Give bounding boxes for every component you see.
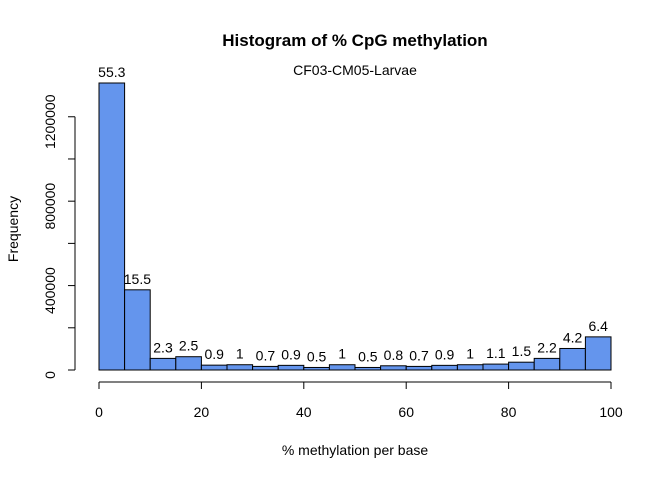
bar-label: 4.2 bbox=[563, 329, 583, 345]
y-tick-label: 1200000 bbox=[42, 94, 58, 149]
bar-label: 0.8 bbox=[384, 347, 404, 363]
bar-label: 2.3 bbox=[153, 339, 173, 355]
bar bbox=[98, 82, 126, 371]
bar-label: 55.3 bbox=[98, 64, 125, 80]
bar bbox=[508, 361, 535, 371]
bar-label: 6.4 bbox=[588, 318, 608, 334]
bar-label: 0.9 bbox=[435, 346, 455, 362]
bar-label: 15.5 bbox=[124, 271, 151, 287]
bar bbox=[124, 289, 151, 371]
y-axis: 0 400000 800000 1200000 bbox=[42, 94, 76, 379]
x-tick-label: 60 bbox=[398, 404, 414, 420]
bar bbox=[431, 364, 458, 371]
bar bbox=[149, 357, 177, 371]
chart-title: Histogram of % CpG methylation bbox=[222, 31, 487, 50]
bar-label: 0.5 bbox=[358, 348, 378, 364]
bar-label: 2.2 bbox=[537, 339, 557, 355]
bar bbox=[252, 365, 279, 371]
bar bbox=[175, 356, 202, 371]
bar bbox=[533, 357, 561, 371]
bar bbox=[405, 365, 433, 371]
bar-label: 0.7 bbox=[256, 347, 276, 363]
x-tick-label: 80 bbox=[501, 404, 517, 420]
bar-label: 1 bbox=[466, 346, 474, 362]
y-tick-label: 400000 bbox=[42, 267, 58, 314]
x-tick-label: 20 bbox=[194, 404, 210, 420]
y-tick-label: 0 bbox=[42, 371, 58, 379]
chart-subtitle: CF03-CM05-Larvae bbox=[293, 62, 417, 78]
x-tick-label: 0 bbox=[95, 404, 103, 420]
bar-label: 1 bbox=[236, 346, 244, 362]
bar bbox=[354, 366, 382, 371]
bar bbox=[559, 347, 586, 371]
bars-group bbox=[98, 82, 612, 371]
bar-label: 1 bbox=[338, 346, 346, 362]
bar-label: 1.1 bbox=[486, 345, 506, 361]
bar-label: 0.9 bbox=[204, 346, 224, 362]
x-tick-label: 100 bbox=[599, 404, 623, 420]
y-tick-label: 800000 bbox=[42, 183, 58, 230]
bar-label: 0.5 bbox=[307, 348, 327, 364]
bar-label: 1.5 bbox=[512, 343, 532, 359]
bar bbox=[277, 364, 305, 371]
bar bbox=[328, 364, 356, 371]
bar-label: 0.7 bbox=[409, 347, 429, 363]
bar bbox=[226, 364, 254, 371]
bar-label: 2.5 bbox=[179, 338, 199, 354]
x-axis: 0 20 40 60 80 100 bbox=[95, 381, 623, 420]
bar bbox=[482, 363, 510, 371]
x-tick-label: 40 bbox=[296, 404, 312, 420]
bar bbox=[380, 365, 407, 371]
bar bbox=[456, 364, 484, 371]
bar bbox=[303, 366, 330, 371]
bar-labels-group: 55.3 15.5 2.3 2.5 0.9 1 0.7 0.9 0.5 1 0.5 0.8 0.7 0.9… bbox=[98, 64, 608, 364]
y-axis-label: Frequency bbox=[5, 196, 21, 262]
bar bbox=[200, 364, 228, 371]
x-axis-label: % methylation per base bbox=[282, 442, 429, 458]
bar-label: 0.9 bbox=[281, 346, 301, 362]
bar bbox=[584, 336, 612, 371]
